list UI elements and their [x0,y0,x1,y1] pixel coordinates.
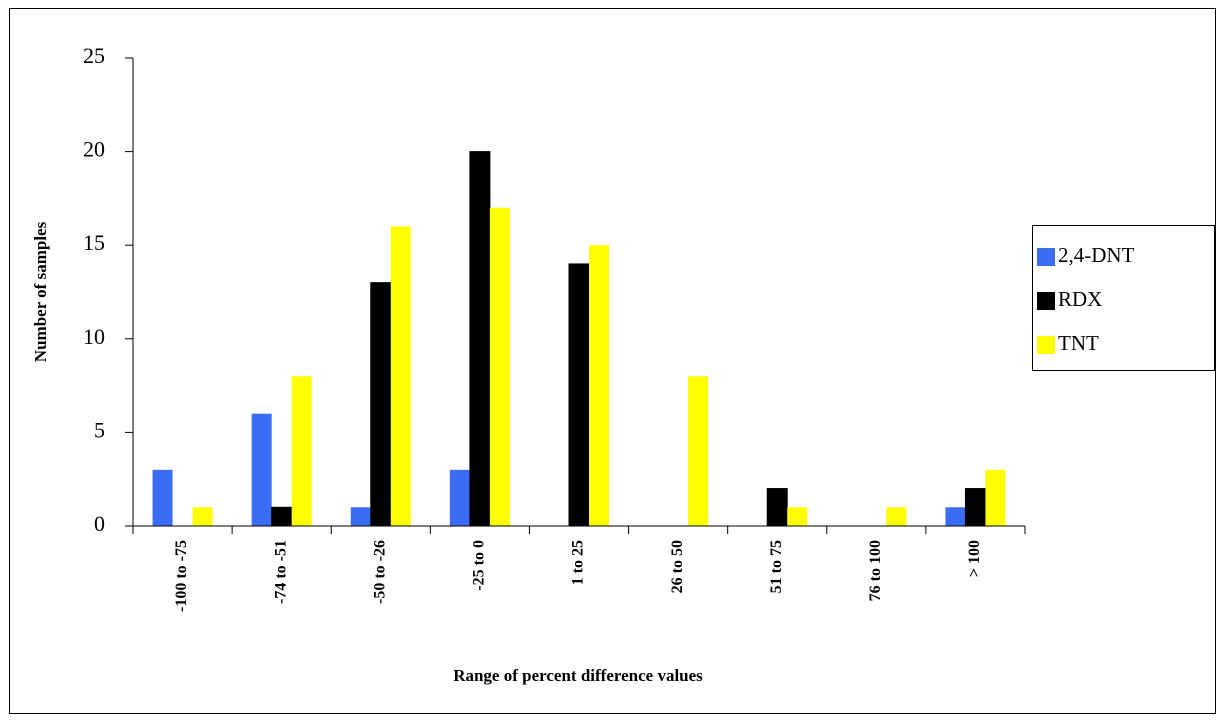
legend-box [1032,225,1215,371]
x-tick-label: 76 to 100 [867,540,884,601]
bar [449,469,470,526]
bar [192,507,213,526]
bar [688,376,709,526]
x-tick-label: > 100 [966,540,983,577]
x-tick-label: 26 to 50 [669,540,686,593]
chart-border [9,8,1216,714]
bar [390,226,411,527]
bar [271,506,293,527]
y-tick-label: 10 [83,324,105,349]
bar [766,488,788,527]
y-axis-title: Number of samples [31,221,50,362]
legend-swatch [1037,248,1055,266]
bar [291,376,312,526]
y-tick-label: 15 [83,230,105,255]
bar [945,507,966,526]
y-tick-label: 0 [94,511,105,536]
x-tick-label: -100 to -75 [173,540,190,612]
bar [489,207,510,526]
bar [964,488,986,527]
x-tick-label: -50 to -26 [371,540,388,604]
bar [152,469,173,526]
legend-swatch [1037,292,1055,310]
bar [787,507,808,526]
bar [251,413,272,526]
bar [985,469,1006,526]
x-tick-label: 51 to 75 [768,540,785,593]
y-tick-label: 5 [94,417,105,442]
bar [886,507,907,526]
legend-swatch [1037,336,1055,354]
x-tick-label: -74 to -51 [272,540,289,604]
x-tick-label: -25 to 0 [471,540,488,591]
legend-label: TNT [1058,331,1099,355]
x-axis-title: Range of percent difference values [453,666,703,685]
legend-label: 2,4-DNT [1058,243,1135,267]
bar [350,507,371,526]
x-tick-label: 1 to 25 [570,540,587,585]
bar [469,151,491,527]
y-tick-label: 25 [83,43,105,68]
bar [568,263,590,527]
bar [370,282,392,527]
bar [589,245,609,526]
y-tick-label: 20 [83,137,105,162]
legend-label: RDX [1058,287,1102,311]
